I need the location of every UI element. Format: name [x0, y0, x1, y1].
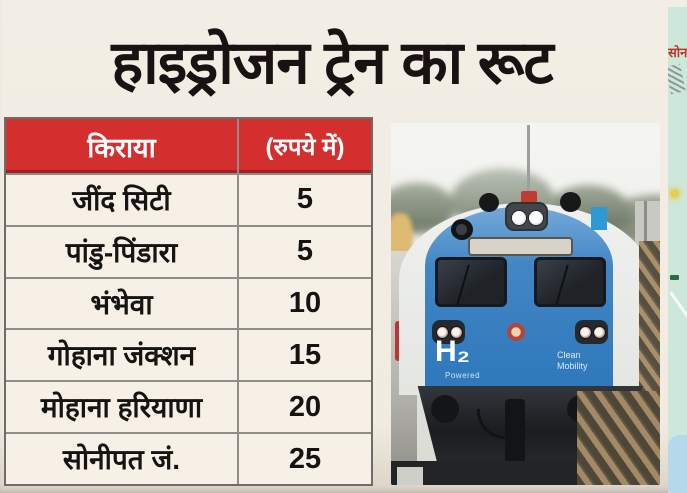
station-cell: भंभेवा: [6, 278, 237, 329]
map-water-patch: [668, 435, 687, 493]
fare-cell: 5: [239, 226, 371, 277]
air-horn-right: [560, 192, 581, 212]
auxiliary-lamp: [451, 219, 473, 240]
hydrogen-train-photo: H₂ Powered Clean Mobility: [391, 123, 660, 485]
headlight-left: [432, 320, 465, 344]
station-cell: पांडु-पिंडारा: [6, 226, 237, 277]
railway-sleepers-upper: [639, 241, 660, 391]
station-cell: जींद सिटी: [6, 175, 237, 225]
station-cell: मोहाना हरियाणा: [6, 382, 237, 433]
fare-table-header-unit: (रुपये में): [239, 119, 371, 173]
roof-marker-light: [521, 191, 537, 203]
fire-extinguisher: [395, 321, 402, 361]
fare-cell: 5: [239, 175, 371, 225]
powered-text: Powered: [445, 371, 481, 380]
platform-edge: [397, 467, 423, 485]
fare-cell: 20: [239, 382, 371, 433]
clean-mobility-text: Clean Mobility: [557, 350, 588, 371]
windshield-left: [435, 257, 507, 307]
fare-cell: 15: [239, 330, 371, 381]
map-edge-strip: सोन: [668, 7, 687, 493]
map-green-marker: [670, 275, 679, 280]
h2-logo-text: H₂: [435, 335, 470, 368]
air-horn-left: [479, 193, 499, 212]
headlight-right: [575, 320, 608, 344]
station-cell: गोहाना जंक्शन: [6, 330, 237, 381]
roof-antenna: [527, 125, 530, 207]
fare-cell: 25: [239, 434, 371, 484]
fare-cell: 10: [239, 278, 371, 329]
station-cell: सोनीपत जं.: [6, 434, 237, 484]
coupler: [505, 399, 525, 463]
windshield-right: [534, 257, 606, 307]
railway-emblem: [507, 323, 525, 341]
map-road-line: [669, 291, 687, 326]
map-place-label: सोन: [668, 45, 687, 60]
background-signboard: [591, 207, 607, 230]
page-title: हाइड्रोजन ट्रेन का रूट: [111, 29, 553, 96]
fare-table-header-station: किराया: [6, 119, 237, 173]
fare-table: किराया (रुपये में) जींद सिटी 5 पांडु-पिं…: [4, 117, 373, 486]
railway-line-icon: [668, 63, 686, 95]
buffer-left: [431, 395, 459, 423]
destination-board: [468, 237, 573, 256]
map-marker-dot: [670, 189, 679, 198]
railway-sleepers-lower: [577, 391, 660, 485]
roof-headlamp-unit: [505, 202, 548, 231]
